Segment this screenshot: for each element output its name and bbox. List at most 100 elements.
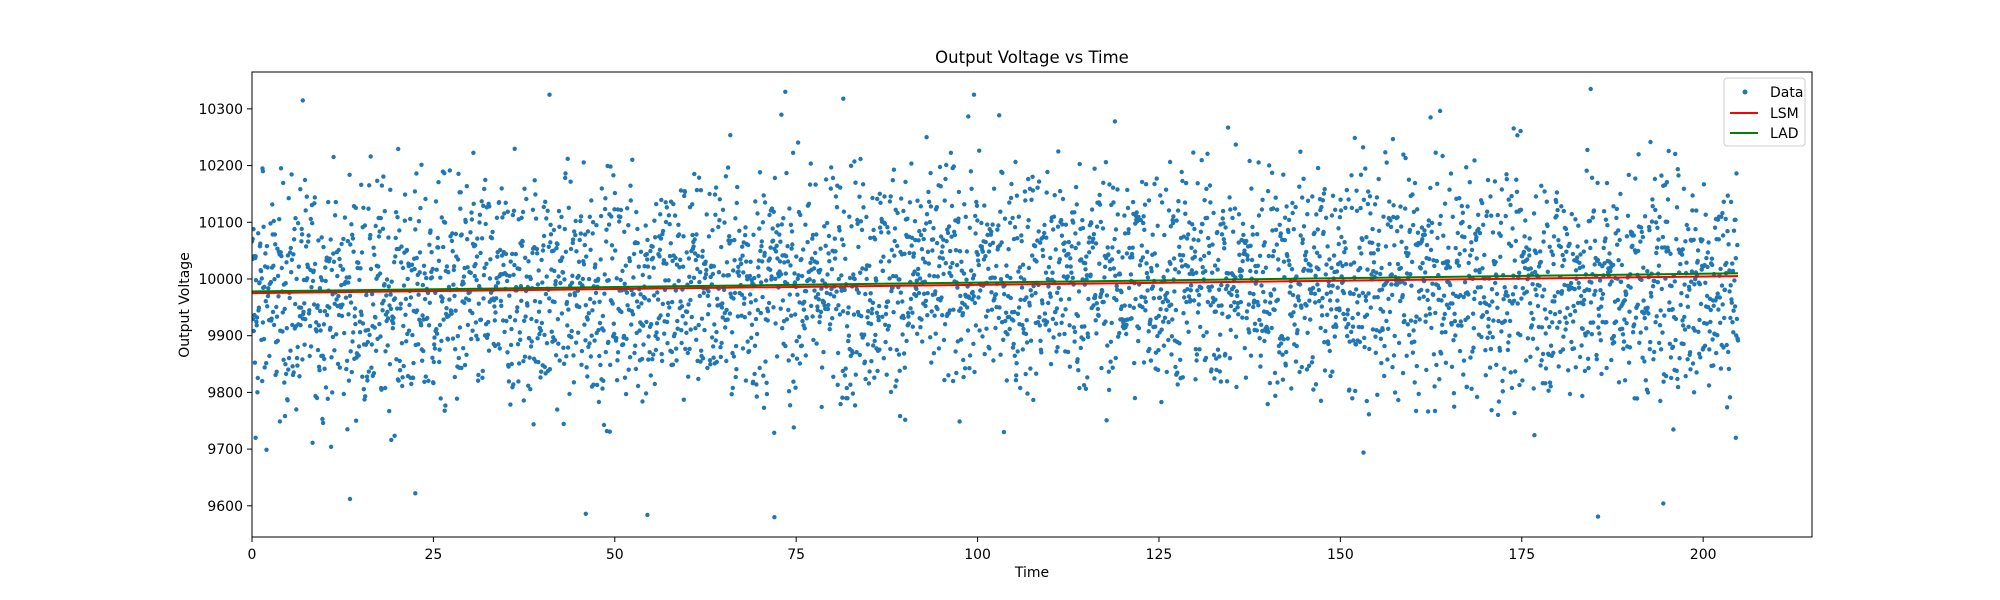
data-point [676,278,681,283]
data-point [583,511,588,516]
legend-label-lsm: LSM [1770,106,1799,122]
data-point [923,298,929,303]
data-point [724,307,729,313]
data-point [627,355,633,360]
data-point [1595,514,1601,519]
data-point [637,328,642,333]
data-point [547,92,552,97]
data-point [420,358,425,363]
data-point [634,209,639,215]
data-point [1596,313,1602,318]
data-point [612,190,618,196]
data-point [377,271,383,276]
data-point [1018,297,1023,302]
data-point [322,356,327,362]
data-point [1395,229,1400,234]
data-point [583,338,588,343]
data-point [1245,257,1250,262]
data-point [829,267,835,272]
data-point [869,359,874,364]
data-point [1435,235,1440,241]
data-point [1520,286,1526,291]
data-point [577,304,582,310]
data-point [1075,357,1080,362]
data-point [1679,291,1684,296]
data-point [1323,328,1328,334]
data-point [1414,363,1420,369]
data-point [590,308,595,313]
data-point [1205,151,1210,156]
data-point [674,346,679,351]
data-point [846,305,851,310]
data-point [367,236,373,241]
data-point [1443,329,1448,335]
data-point [856,290,861,295]
data-point [449,238,455,244]
data-point [1547,244,1552,249]
data-point [1130,255,1135,260]
data-point [553,282,558,287]
data-point [773,321,778,326]
data-point [337,365,342,370]
data-point [883,339,888,345]
data-point [1375,295,1380,300]
data-point [1032,244,1038,249]
data-point [396,378,401,383]
data-point [899,196,904,201]
data-point [1603,236,1608,241]
data-point [845,396,850,401]
data-point [372,325,377,330]
data-point [420,313,425,318]
data-point [394,357,399,362]
data-point [1633,315,1639,320]
data-point [412,189,418,194]
data-point [1389,282,1394,287]
data-point [578,218,583,224]
data-point [1480,200,1485,206]
data-point [707,303,712,308]
data-point [610,256,615,261]
data-point [1290,292,1296,298]
data-point [1219,232,1225,237]
data-point [918,204,923,209]
data-point [282,306,287,312]
data-point [1132,360,1137,366]
data-point [1554,213,1559,219]
data-point [523,314,528,319]
data-point [455,257,461,262]
data-point [675,318,680,324]
data-point [1175,208,1181,213]
data-point [1025,224,1031,230]
data-point [954,370,959,376]
data-point [262,284,267,290]
data-point [719,305,725,310]
data-point [1171,256,1177,261]
data-point [1145,288,1150,293]
data-point [544,341,550,346]
data-point [1357,245,1362,250]
data-point [1297,184,1302,189]
data-point [939,295,944,300]
data-point [691,244,696,249]
data-point [1698,355,1703,360]
data-point [680,314,685,319]
data-point [1453,245,1458,251]
data-point [819,404,824,410]
data-point [527,336,532,341]
data-point [254,323,259,328]
data-point [1507,333,1512,338]
data-point [1498,233,1503,238]
data-point [748,300,754,305]
data-point [588,354,594,359]
data-point [714,329,719,335]
data-point [1632,322,1637,327]
data-point [1155,367,1161,373]
data-point [626,223,631,228]
data-point [1285,253,1290,259]
data-point [565,345,571,350]
data-point [712,192,718,197]
data-point [1142,295,1147,300]
data-point [648,373,653,378]
data-point [1366,189,1371,194]
data-point [692,171,697,177]
